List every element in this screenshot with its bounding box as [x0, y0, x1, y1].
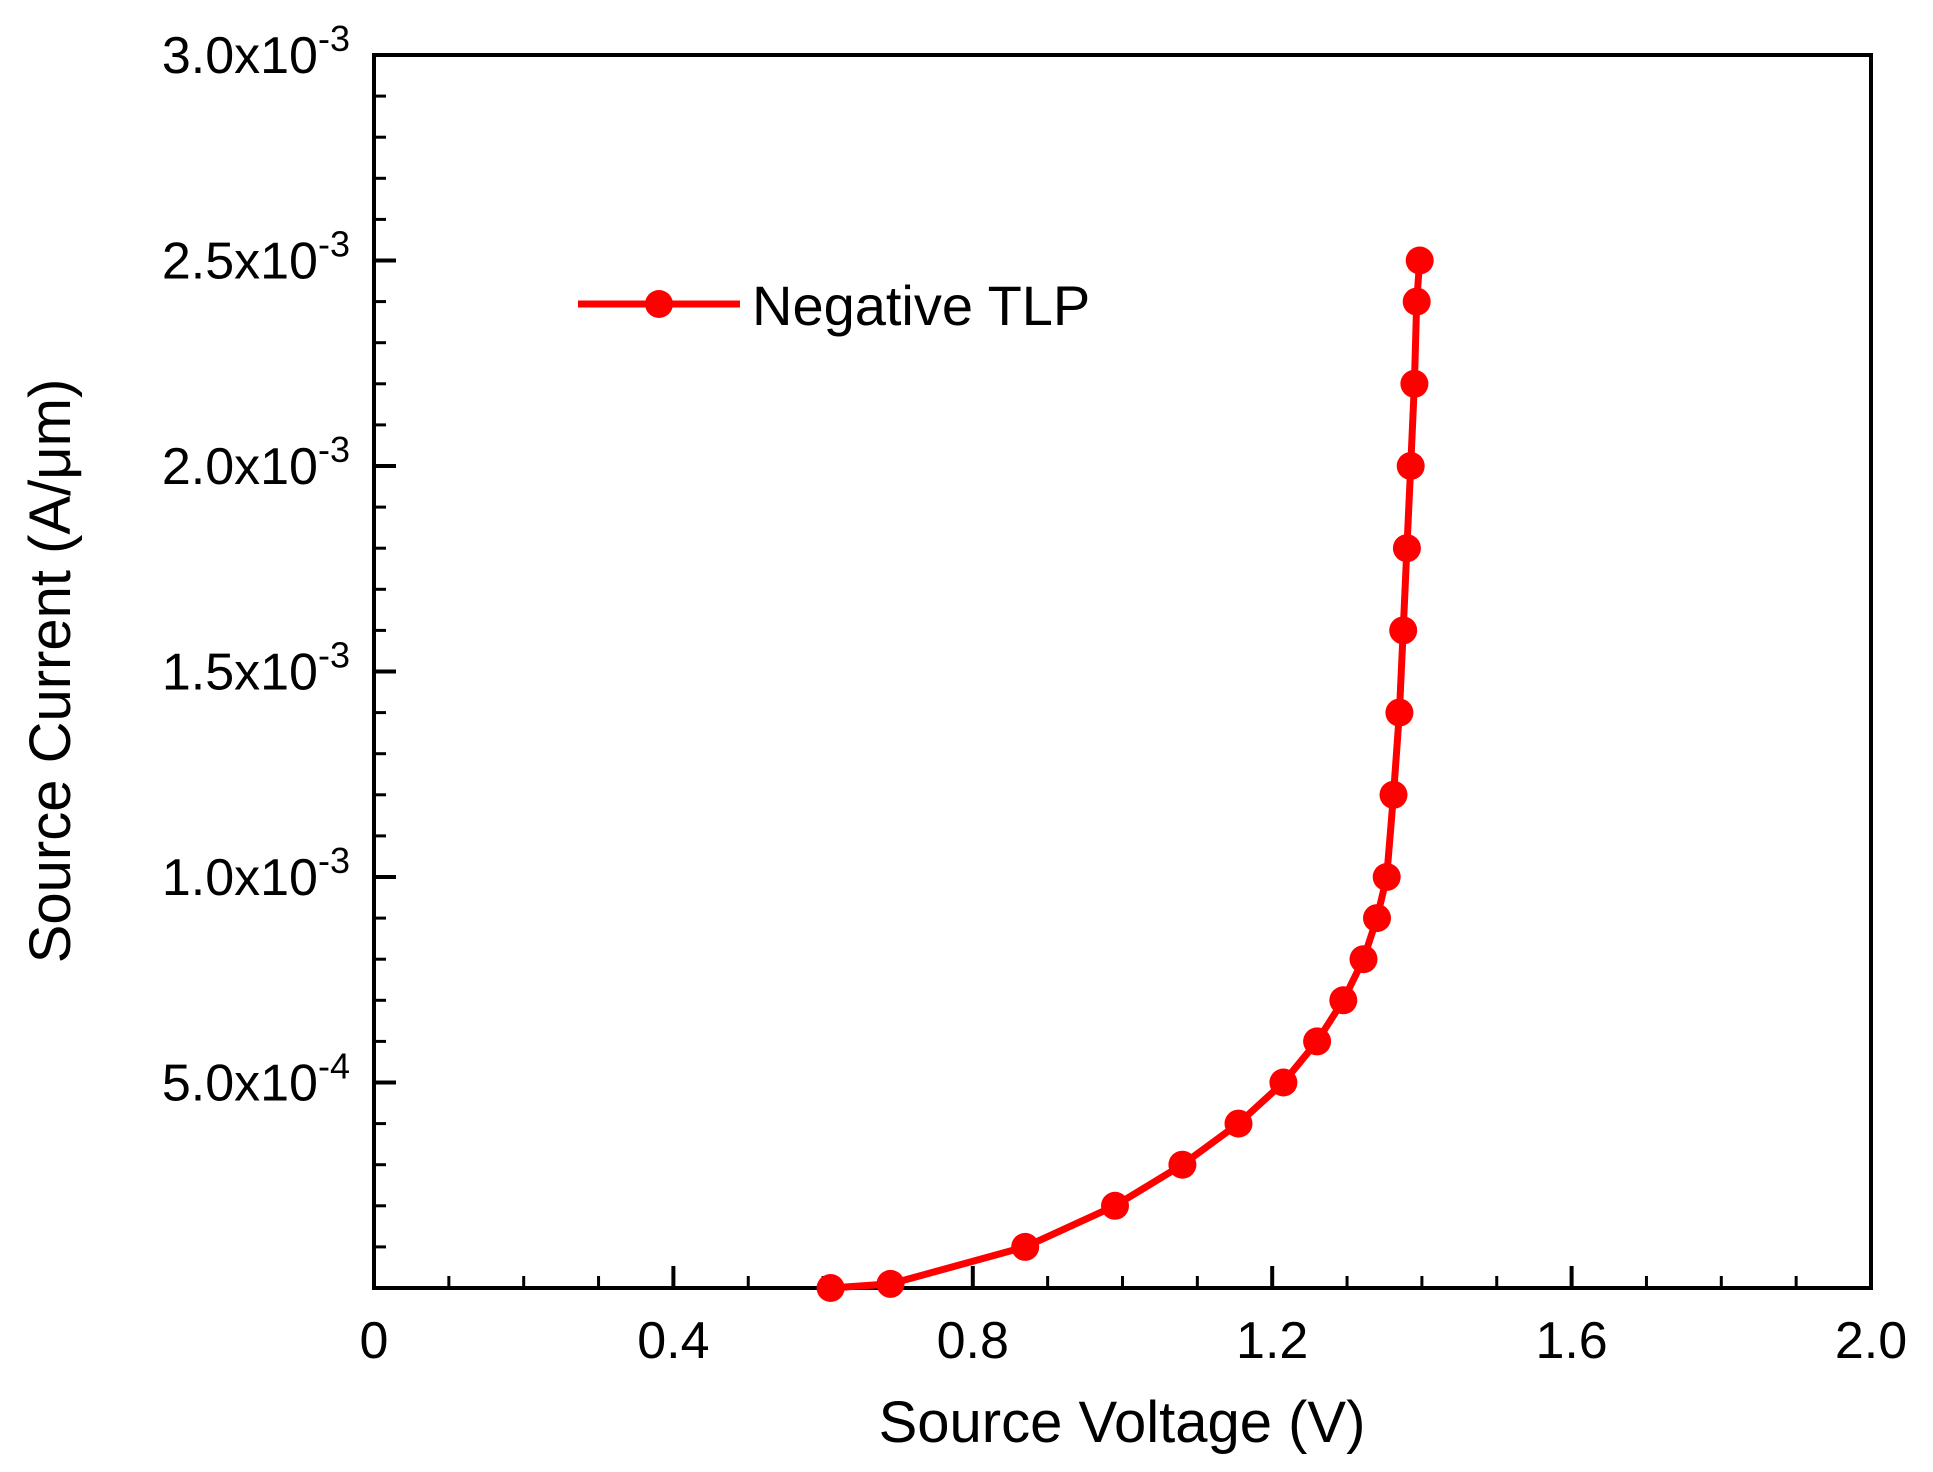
data-point — [1168, 1150, 1197, 1179]
x-tick-label: 1.2 — [1236, 1312, 1308, 1370]
data-point — [1011, 1232, 1040, 1261]
series-layer — [816, 246, 1434, 1302]
legend-marker-swatch — [645, 290, 673, 318]
data-point — [1329, 986, 1358, 1015]
series-line — [830, 260, 1424, 1292]
x-ticks: 0 0.4 0.8 1.2 1.6 2.0 — [360, 1266, 1907, 1370]
data-point — [1224, 1109, 1253, 1138]
data-point — [1400, 369, 1429, 398]
x-tick-label: 1.6 — [1535, 1312, 1607, 1370]
y-tick-exponent: -3 — [318, 840, 350, 881]
y-tick-label: 3.0x10-3 — [162, 18, 350, 85]
y-tick-label: 5.0x10-4 — [162, 1046, 350, 1113]
legend-label: Negative TLP — [752, 274, 1090, 337]
data-point — [1269, 1068, 1298, 1097]
y-minor-ticks — [374, 94, 386, 1249]
data-point — [1101, 1191, 1129, 1220]
y-ticks: 5.0x10-41.0x10-31.5x10-32.0x10-32.5x10-3… — [162, 18, 396, 1113]
y-tick-label: 2.0x10-3 — [162, 429, 350, 496]
y-tick-mantissa: 3.0x10 — [162, 27, 318, 85]
data-point — [1349, 945, 1378, 974]
data-point — [1385, 698, 1414, 727]
y-tick-exponent: -4 — [318, 1046, 350, 1087]
y-tick-mantissa: 1.0x10 — [162, 849, 318, 907]
data-point — [1363, 904, 1391, 933]
y-tick-mantissa: 1.5x10 — [162, 644, 318, 702]
y-tick-label: 2.5x10-3 — [162, 224, 350, 291]
data-point — [1389, 616, 1418, 645]
data-point — [1392, 534, 1421, 563]
legend: Negative TLP — [578, 274, 1090, 337]
y-tick-label: 1.0x10-3 — [162, 840, 350, 907]
x-tick-label: 0 — [360, 1312, 389, 1370]
data-point — [1372, 863, 1401, 891]
x-tick-label: 0.4 — [637, 1312, 709, 1370]
y-tick-mantissa: 2.5x10 — [162, 233, 318, 291]
data-point — [1402, 287, 1431, 316]
data-point — [1379, 780, 1408, 809]
y-tick-mantissa: 2.0x10 — [162, 438, 318, 496]
y-tick-exponent: -3 — [318, 224, 350, 265]
y-tick-mantissa: 5.0x10 — [162, 1055, 318, 1113]
y-tick-label: 1.5x10-3 — [162, 635, 350, 702]
x-tick-label: 2.0 — [1835, 1312, 1907, 1370]
data-point — [1396, 452, 1425, 480]
data-point — [1405, 246, 1434, 275]
data-point — [1303, 1027, 1332, 1056]
data-point — [876, 1269, 905, 1298]
y-tick-exponent: -3 — [318, 18, 350, 59]
y-tick-exponent: -3 — [318, 635, 350, 676]
y-axis-title: Source Current (A/μm) — [18, 379, 83, 964]
x-tick-label: 0.8 — [937, 1312, 1009, 1370]
y-tick-exponent: -3 — [318, 429, 350, 470]
x-axis-title: Source Voltage (V) — [879, 1390, 1366, 1455]
plot-frame — [372, 53, 1873, 1290]
data-point — [816, 1274, 845, 1302]
